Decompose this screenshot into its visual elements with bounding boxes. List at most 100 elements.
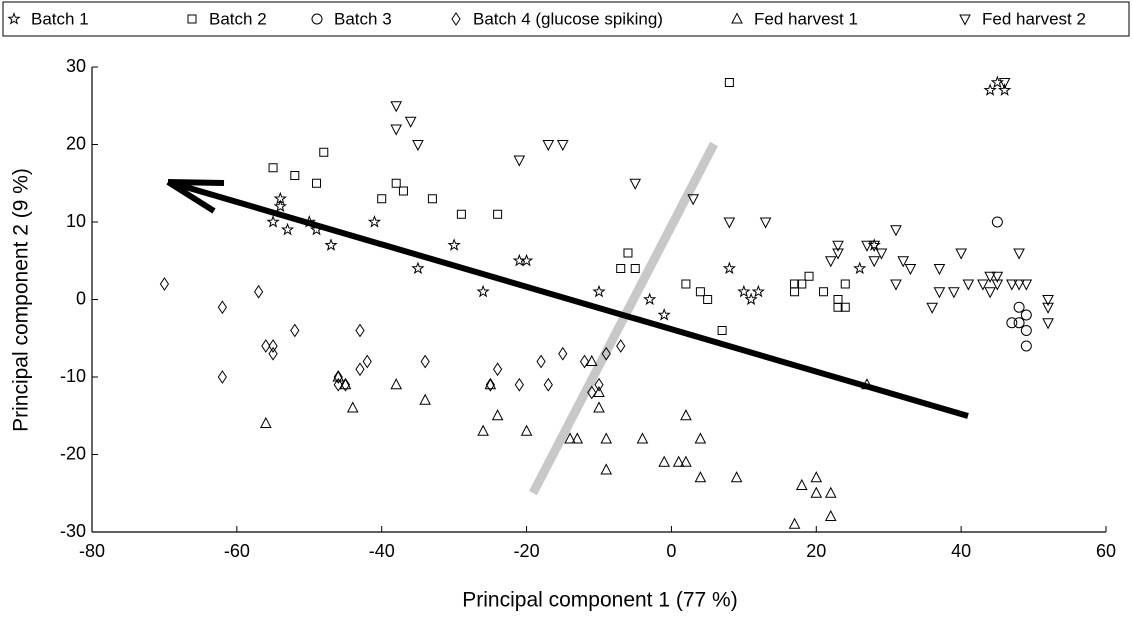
arrow-head (167, 179, 225, 186)
scatter-point (579, 354, 590, 369)
scatter-point (456, 209, 466, 219)
scatter-point (1042, 295, 1054, 307)
scatter-point (593, 385, 605, 397)
scatter-point (694, 471, 707, 483)
scatter-point (724, 78, 734, 87)
scatter-point (476, 284, 490, 298)
scatter-point (519, 253, 534, 267)
scatter-point (542, 140, 555, 152)
scatter-point (1006, 317, 1018, 329)
scatter-point (991, 216, 1003, 228)
x-tick-label: 0 (666, 541, 676, 561)
scatter-point (1013, 248, 1025, 260)
scatter-point (623, 248, 633, 258)
scatter-point (312, 178, 322, 188)
scatter-point (984, 287, 996, 299)
scatter-point (933, 264, 946, 276)
scatter-point (390, 101, 403, 113)
scatter-point (804, 271, 814, 281)
scatter-point (390, 124, 403, 136)
scatter-point (536, 354, 546, 369)
legend-label: Fed harvest 1 (754, 9, 858, 28)
y-tick-label: -30 (60, 521, 86, 541)
x-axis-label: Principal component 1 (77 %) (462, 589, 737, 612)
scatter-point (840, 302, 850, 312)
scatter-point (333, 377, 343, 392)
scatter-point (302, 215, 316, 228)
scatter-point (261, 339, 271, 353)
scatter-point (491, 409, 504, 421)
scatter-point (890, 279, 902, 291)
scatter-point (564, 432, 576, 444)
scatter-point (861, 240, 873, 252)
trend-arrow (166, 179, 969, 419)
scatter-point (737, 284, 751, 298)
scatter-point (730, 471, 743, 483)
scatter-point (319, 147, 329, 157)
scatter-point (492, 362, 503, 377)
arrow-shaft (171, 180, 969, 419)
scatter-point (412, 140, 424, 152)
scatter-point (420, 354, 430, 369)
scatter-point (600, 463, 613, 475)
scatter-point (868, 256, 881, 268)
scatter-point (268, 346, 278, 361)
y-tick-label: 30 (66, 56, 86, 76)
scatter-point (1020, 279, 1033, 291)
scatter-point (824, 509, 837, 521)
scatter-point (832, 240, 844, 252)
scatter-point (722, 261, 737, 275)
scatter-point (657, 308, 671, 321)
scatter-point (268, 163, 278, 173)
scatter-point (717, 326, 727, 335)
scatter-point (853, 261, 867, 275)
separator-line (529, 141, 718, 496)
legend-label: Fed harvest 2 (982, 9, 1086, 28)
scatter-point (630, 264, 640, 273)
scatter-point (593, 401, 605, 413)
scatter-point (377, 194, 387, 204)
scatter-point (810, 471, 823, 483)
scatter-point (991, 271, 1004, 283)
scatter-point (447, 238, 461, 251)
scatter-point (280, 222, 295, 236)
scatter-point (962, 279, 975, 291)
scatter-point (340, 377, 351, 392)
x-tick-label: -80 (79, 541, 105, 561)
scatter-point (398, 186, 408, 196)
scatter-point (324, 238, 338, 251)
scatter-point (797, 279, 807, 289)
scatter-point (681, 279, 691, 289)
scatter-point (977, 279, 989, 291)
scatter-point (411, 261, 425, 275)
legend-item: Batch 3 (311, 9, 392, 28)
legend-box (2, 1, 1130, 37)
scatter-point (658, 455, 671, 467)
x-tick-label: -40 (369, 541, 395, 561)
scatter-point (616, 264, 626, 273)
scatter-point (493, 209, 503, 219)
y-tick-label: 10 (66, 211, 86, 231)
scatter-point (556, 140, 569, 152)
scatter-point (355, 323, 365, 338)
scatter-point (346, 401, 359, 413)
scatter-point (643, 292, 657, 306)
scatter-point (868, 240, 881, 252)
scatter-point (367, 215, 382, 228)
y-tick-label: 0 (76, 288, 86, 308)
scatter-point (253, 284, 264, 299)
scatter-point (159, 277, 170, 291)
scatter-point (558, 346, 568, 361)
scatter-point (571, 432, 584, 444)
scatter-point (904, 264, 917, 276)
scatter-point (1006, 279, 1018, 291)
scatter-point (861, 378, 873, 390)
scatter-point (948, 287, 960, 299)
scatter-point (543, 377, 553, 392)
scatter-point (266, 215, 280, 228)
legend-item: Fed harvest 1 (731, 9, 858, 28)
legend-marker (311, 13, 323, 25)
scatter-point (955, 248, 967, 260)
scatter-point (520, 424, 533, 436)
